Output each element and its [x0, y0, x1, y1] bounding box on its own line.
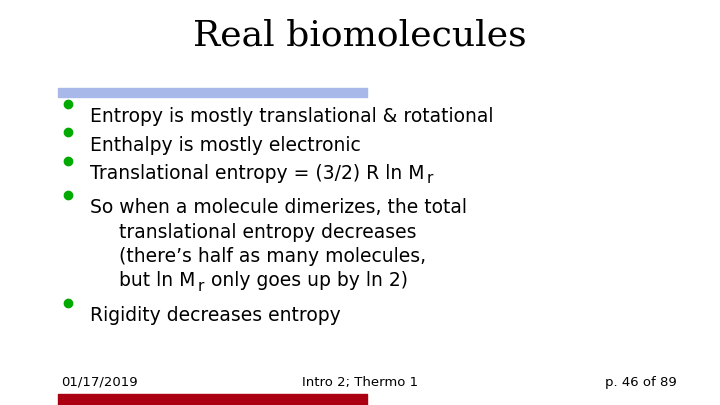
Text: translational entropy decreases: translational entropy decreases — [119, 223, 416, 242]
Text: Translational entropy = (3/2) R ln M: Translational entropy = (3/2) R ln M — [90, 164, 425, 183]
Text: r: r — [197, 279, 204, 294]
Text: only goes up by ln 2): only goes up by ln 2) — [205, 271, 408, 290]
Bar — [58, 88, 367, 97]
Text: but ln M: but ln M — [119, 271, 195, 290]
Text: 01/17/2019: 01/17/2019 — [61, 376, 138, 389]
Bar — [58, 394, 367, 405]
Text: Rigidity decreases entropy: Rigidity decreases entropy — [90, 306, 341, 325]
Text: Entropy is mostly translational & rotational: Entropy is mostly translational & rotati… — [90, 107, 493, 126]
Text: Intro 2; Thermo 1: Intro 2; Thermo 1 — [302, 376, 418, 389]
Text: r: r — [427, 171, 433, 186]
Text: Real biomolecules: Real biomolecules — [193, 18, 527, 52]
Text: (there’s half as many molecules,: (there’s half as many molecules, — [119, 247, 426, 266]
Text: Enthalpy is mostly electronic: Enthalpy is mostly electronic — [90, 136, 361, 155]
Text: So when a molecule dimerizes, the total: So when a molecule dimerizes, the total — [90, 198, 467, 217]
Text: p. 46 of 89: p. 46 of 89 — [605, 376, 677, 389]
Text: r: r — [197, 279, 204, 294]
